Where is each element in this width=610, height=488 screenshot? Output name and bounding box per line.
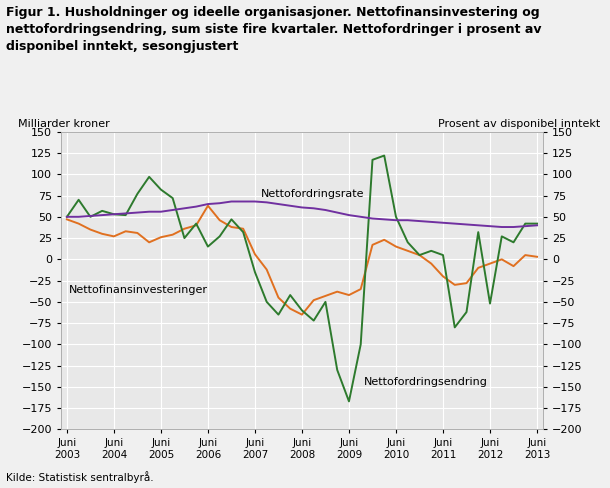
- Text: Prosent av disponibel inntekt: Prosent av disponibel inntekt: [439, 119, 601, 129]
- Text: Milliarder kroner: Milliarder kroner: [18, 119, 109, 129]
- Text: Kilde: Statistisk sentralbyrå.: Kilde: Statistisk sentralbyrå.: [6, 471, 154, 483]
- Text: Figur 1. Husholdninger og ideelle organisasjoner. Nettofinansinvestering og
nett: Figur 1. Husholdninger og ideelle organi…: [6, 6, 542, 53]
- Text: Nettofordringsendring: Nettofordringsendring: [364, 377, 488, 387]
- Text: Nettofordringsrate: Nettofordringsrate: [261, 189, 364, 199]
- Text: Nettofinansinvesteringer: Nettofinansinvesteringer: [69, 285, 208, 295]
